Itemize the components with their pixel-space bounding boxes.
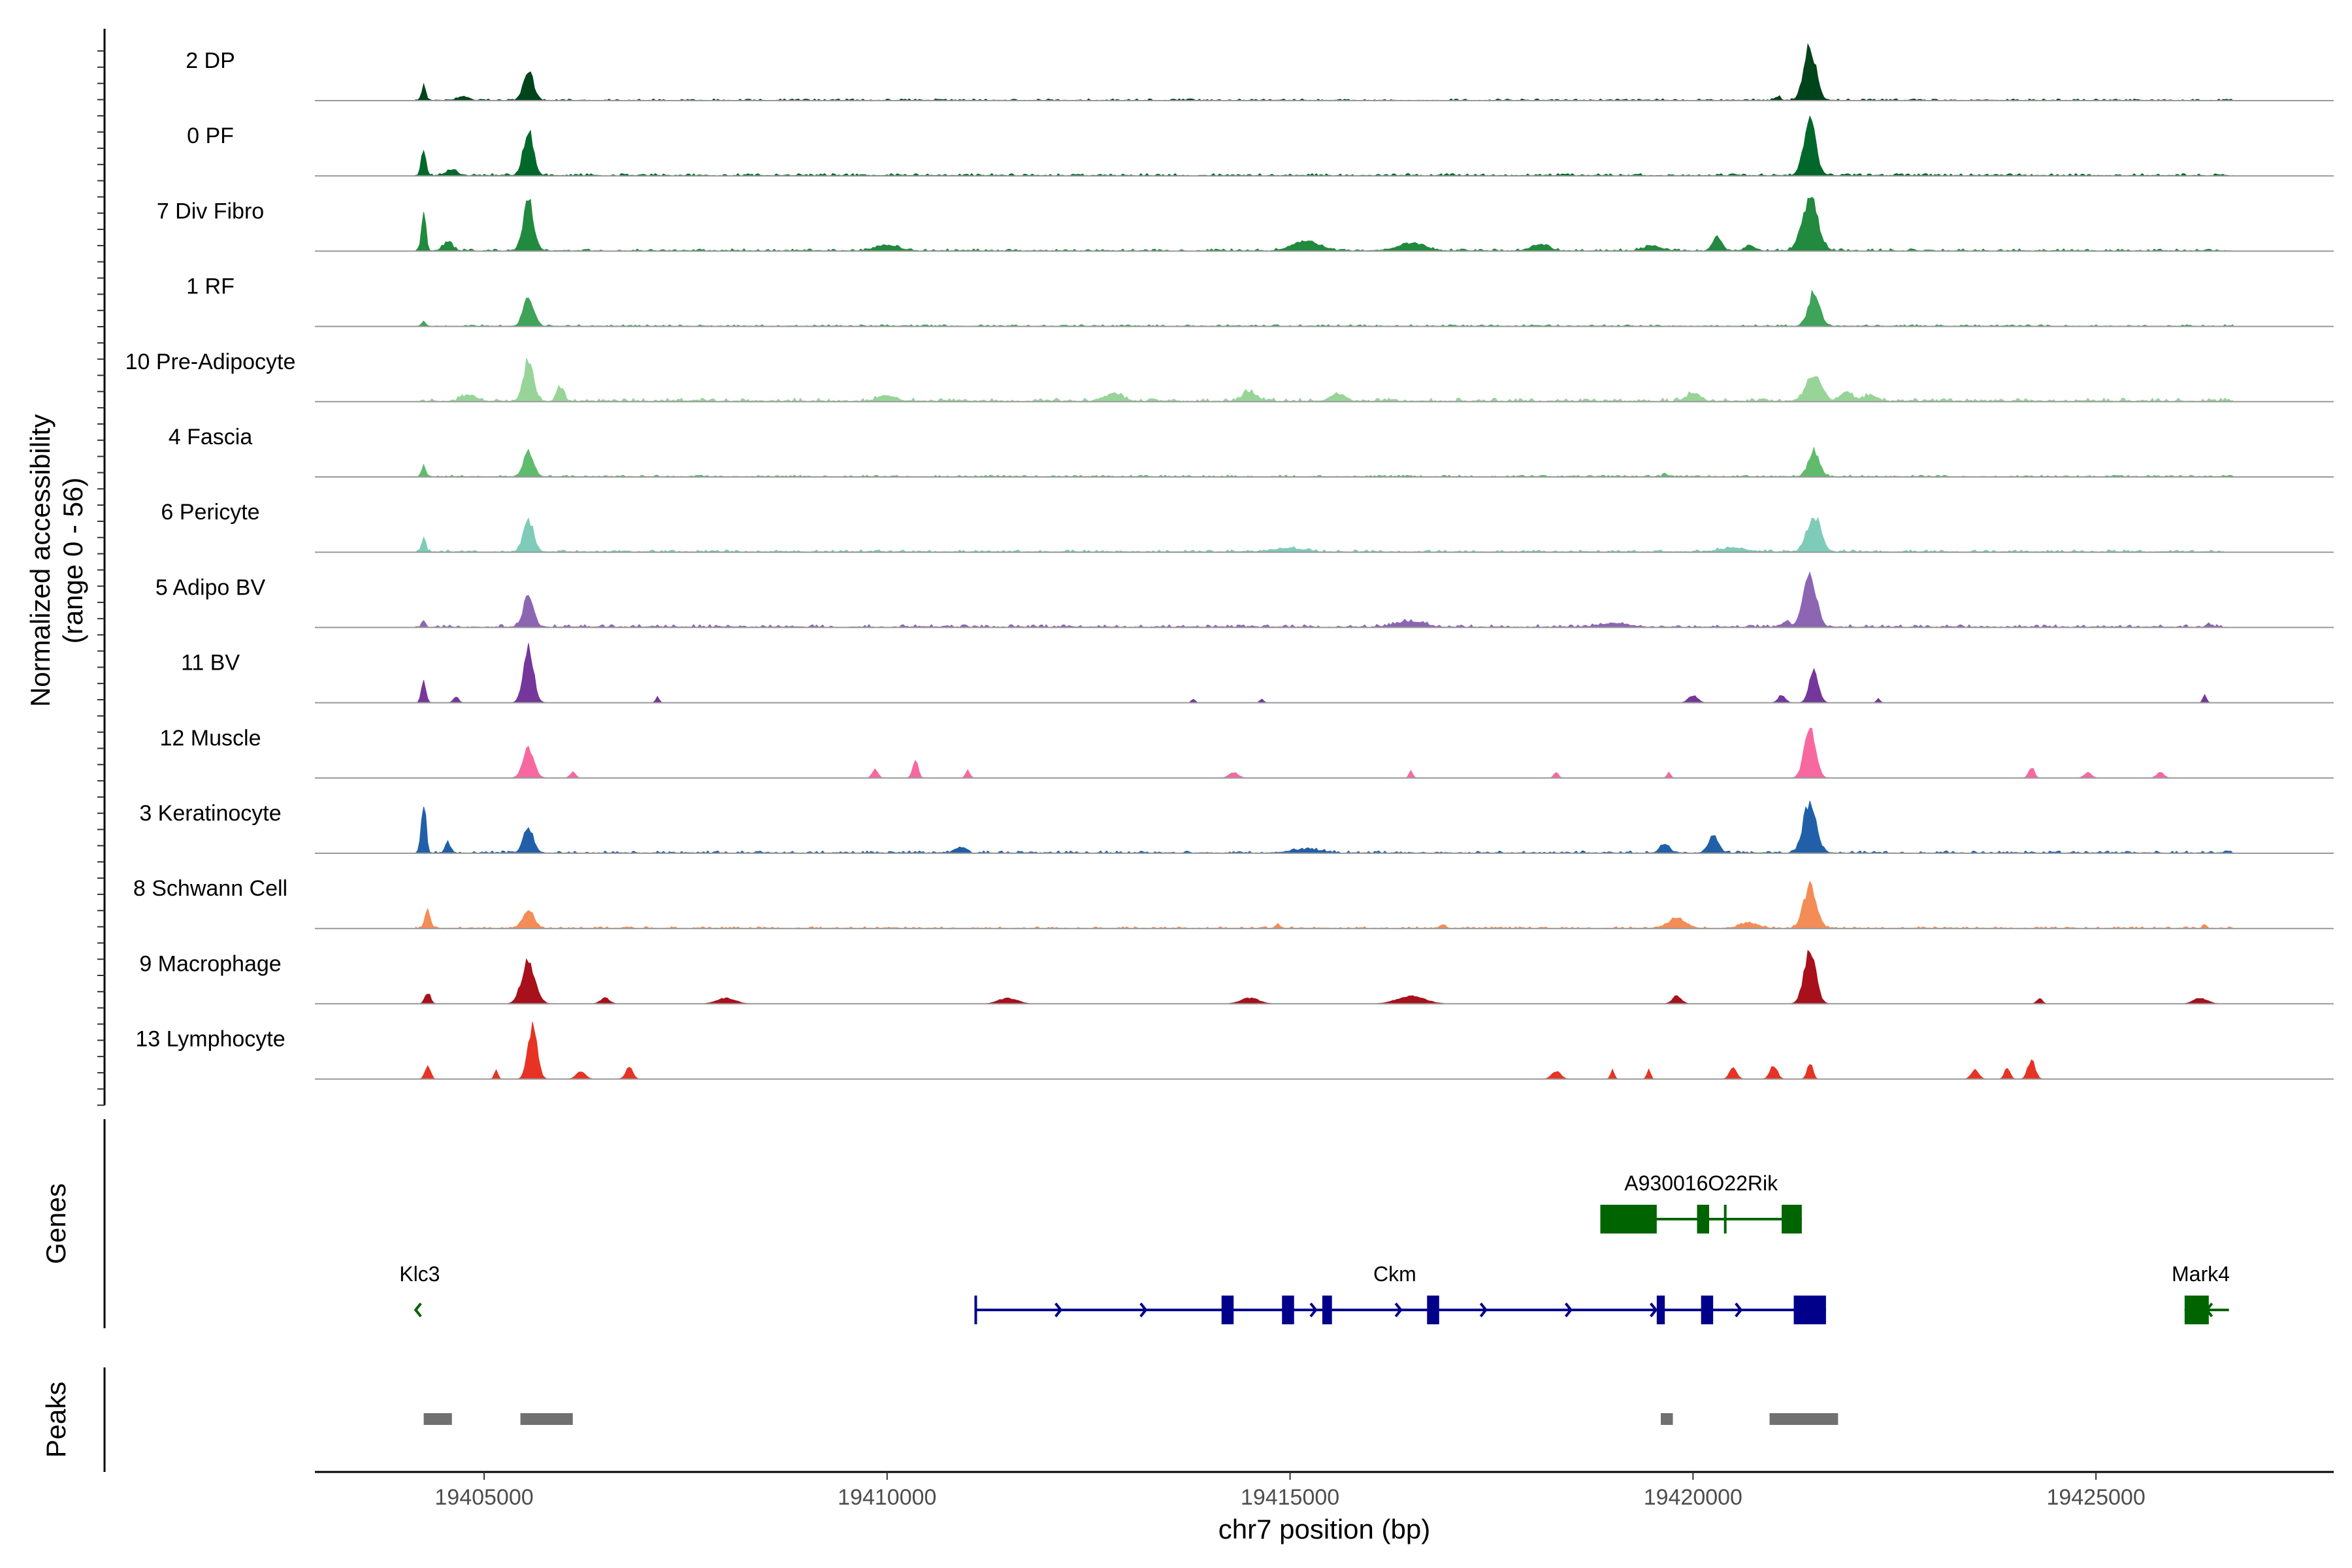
signal-area-0-pf bbox=[415, 115, 2234, 176]
gene-label-klc3: Klc3 bbox=[399, 1262, 440, 1286]
left-axes bbox=[97, 29, 106, 1106]
signal-area-13-lymphocyte bbox=[416, 1022, 2233, 1080]
track-4-fascia: 4 Fascia bbox=[169, 425, 2334, 478]
track-9-macrophage: 9 Macrophage bbox=[139, 949, 2334, 1005]
track-12-muscle: 12 Muscle bbox=[160, 726, 2334, 779]
genes-section: Genes A930016O22Rik Klc3 Ckm Mark4 bbox=[41, 1119, 2230, 1328]
track-label-9-macrophage: 9 Macrophage bbox=[139, 951, 281, 976]
signal-area-9-macrophage bbox=[416, 949, 2233, 1004]
exon-block bbox=[1600, 1205, 1657, 1233]
x-tick-label: 19410000 bbox=[838, 1485, 936, 1510]
signal-area-5-adipo-bv bbox=[415, 571, 2234, 629]
track-5-adipo-bv: 5 Adipo BV bbox=[155, 571, 2334, 629]
signal-area-6-pericyte bbox=[415, 517, 2234, 553]
signal-area-8-schwann-cell bbox=[415, 880, 2234, 929]
x-tick-label: 19405000 bbox=[434, 1485, 533, 1510]
peak-region-bar bbox=[520, 1413, 573, 1425]
track-label-7-div-fibro: 7 Div Fibro bbox=[157, 199, 264, 223]
x-axis: 19405000 19410000 19415000 19420000 19425000… bbox=[315, 1471, 2334, 1544]
track-label-0-pf: 0 PF bbox=[187, 123, 234, 148]
gene-klc3: Klc3 bbox=[399, 1262, 440, 1318]
track-label-2-dp: 2 DP bbox=[186, 48, 235, 73]
signal-area-2-dp bbox=[415, 42, 2234, 101]
genes-section-label: Genes bbox=[41, 1183, 71, 1264]
exon-block bbox=[1427, 1296, 1439, 1324]
x-tick-label: 19425000 bbox=[2046, 1485, 2145, 1510]
y-axis-label-line-2: (range 0 - 56) bbox=[57, 478, 88, 644]
track-7-div-fibro: 7 Div Fibro bbox=[157, 197, 2334, 252]
strand-chevron-icon bbox=[1650, 1302, 1658, 1318]
strand-chevron-icon bbox=[1735, 1302, 1743, 1318]
gene-mark4: Mark4 bbox=[2172, 1262, 2230, 1324]
peaks-section-label: Peaks bbox=[41, 1382, 71, 1458]
peaks-section: Peaks bbox=[41, 1367, 1838, 1472]
track-6-pericyte: 6 Pericyte bbox=[161, 500, 2334, 553]
track-label-3-keratinocyte: 3 Keratinocyte bbox=[139, 801, 281, 826]
strand-chevron-icon bbox=[1394, 1302, 1403, 1318]
signal-area-3-keratinocyte bbox=[415, 800, 2234, 854]
strand-chevron-icon bbox=[414, 1302, 422, 1318]
track-2-dp: 2 DP bbox=[186, 42, 2334, 101]
track-label-13-lymphocyte: 13 Lymphocyte bbox=[135, 1027, 285, 1052]
track-label-10-pre-adipocyte: 10 Pre-Adipocyte bbox=[125, 350, 296, 374]
x-tick-label: 19415000 bbox=[1241, 1485, 1339, 1510]
track-0-pf: 0 PF bbox=[187, 115, 2334, 177]
strand-chevron-icon bbox=[1479, 1302, 1488, 1318]
gene-a930016o22rik: A930016O22Rik bbox=[1600, 1171, 1802, 1233]
exon-block bbox=[2184, 1296, 2209, 1324]
track-label-4-fascia: 4 Fascia bbox=[169, 425, 253, 449]
strand-chevron-icon bbox=[1309, 1302, 1318, 1318]
track-10-pre-adipocyte: 10 Pre-Adipocyte bbox=[125, 350, 2334, 402]
exon-block bbox=[1282, 1296, 1294, 1324]
gene-label-ckm: Ckm bbox=[1373, 1262, 1416, 1286]
track-label-8-schwann-cell: 8 Schwann Cell bbox=[133, 876, 287, 901]
gene-label-mark4: Mark4 bbox=[2172, 1262, 2230, 1286]
exon-block bbox=[1793, 1296, 1826, 1324]
track-label-11-bv: 11 BV bbox=[181, 651, 240, 676]
strand-chevron-icon bbox=[1564, 1302, 1573, 1318]
track-label-1-rf: 1 RF bbox=[186, 274, 235, 299]
gene-ckm: Ckm bbox=[974, 1262, 1826, 1324]
peak-region-bar bbox=[1661, 1413, 1673, 1425]
y-axis-label-line-1: Normalized accessibility bbox=[25, 414, 56, 707]
exon-block bbox=[1701, 1296, 1714, 1324]
exon-block bbox=[1656, 1296, 1665, 1324]
track-11-bv: 11 BV bbox=[181, 643, 2334, 704]
y-axis-label: Normalized accessibility (range 0 - 56) bbox=[25, 414, 88, 707]
exon-block bbox=[1322, 1296, 1332, 1324]
signal-area-12-muscle bbox=[416, 728, 2233, 779]
track-1-rf: 1 RF bbox=[186, 274, 2334, 327]
gene-label-a930016o22rik: A930016O22Rik bbox=[1624, 1171, 1778, 1195]
x-axis-label: chr7 position (bp) bbox=[1218, 1514, 1431, 1544]
track-label-6-pericyte: 6 Pericyte bbox=[161, 500, 259, 525]
track-label-5-adipo-bv: 5 Adipo BV bbox=[155, 575, 266, 600]
track-8-schwann-cell: 8 Schwann Cell bbox=[133, 876, 2334, 930]
signal-area-7-div-fibro bbox=[415, 197, 2234, 252]
signal-area-1-rf bbox=[415, 289, 2234, 327]
peak-region-bar bbox=[423, 1413, 452, 1425]
strand-chevron-icon bbox=[1054, 1302, 1063, 1318]
track-3-keratinocyte: 3 Keratinocyte bbox=[139, 800, 2334, 854]
signal-area-10-pre-adipocyte bbox=[415, 357, 2234, 402]
accessibility-tracks: 2 DP 0 PF 7 Div Fibro 1 RF 10 Pre-Adipocyte 4… bbox=[125, 42, 2334, 1080]
x-tick-label: 19420000 bbox=[1644, 1485, 1742, 1510]
peak-region-bar bbox=[1769, 1413, 1838, 1425]
track-13-lymphocyte: 13 Lymphocyte bbox=[135, 1022, 2334, 1080]
exon-block bbox=[1782, 1205, 1802, 1233]
signal-area-4-fascia bbox=[415, 446, 2234, 478]
signal-area-11-bv bbox=[415, 643, 2233, 704]
track-label-12-muscle: 12 Muscle bbox=[160, 726, 261, 751]
exon-block bbox=[1697, 1205, 1710, 1233]
strand-chevron-icon bbox=[1139, 1302, 1148, 1318]
exon-block bbox=[1221, 1296, 1234, 1324]
